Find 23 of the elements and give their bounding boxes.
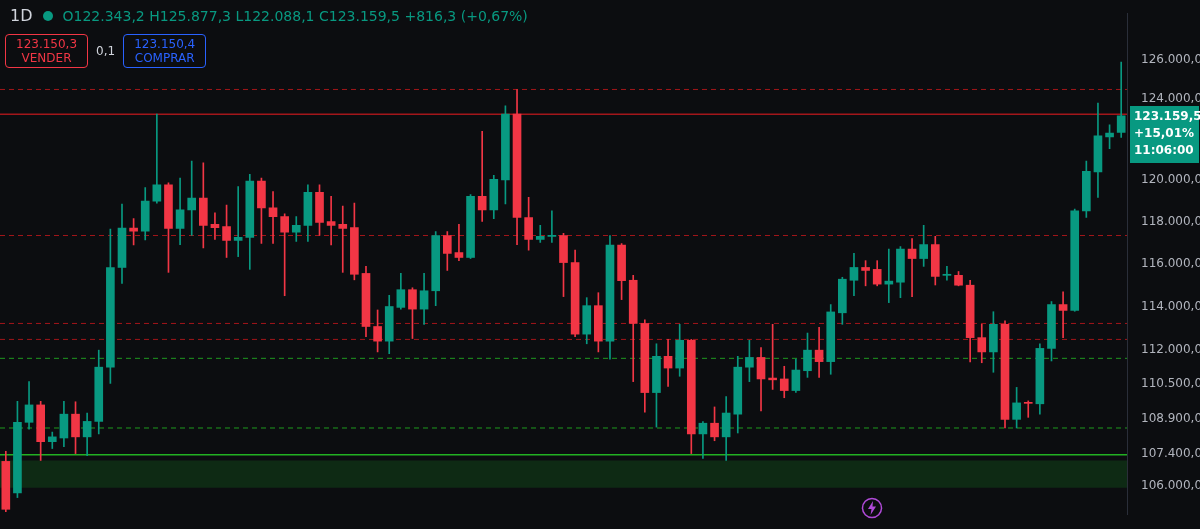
candlestick [233, 186, 243, 257]
candlestick [547, 210, 557, 243]
candlestick [535, 225, 545, 243]
annotation: O122.343,2 H125.877,3 L122.088,1 C123.159,5 +816,3 (+0,67%) [62, 7, 528, 24]
candlestick [942, 266, 952, 281]
candlestick [1023, 400, 1033, 418]
annotation: 123.150,3 VENDER [5, 34, 89, 68]
candlestick [338, 205, 348, 273]
candlestick [907, 238, 917, 297]
annotation: 123.150,4 COMPRAR [123, 34, 207, 68]
chart-title: 1D [10, 6, 33, 25]
candlestick [1116, 61, 1126, 138]
candlestick [210, 212, 220, 240]
candlestick [187, 160, 197, 236]
candlestick [1058, 291, 1068, 338]
candlestick [477, 131, 487, 222]
candlestick [291, 216, 301, 242]
candlestick [454, 224, 464, 261]
candlestick [152, 113, 162, 204]
candlestick [663, 339, 673, 387]
candlestick [814, 327, 824, 378]
annotation: 0,1 [96, 44, 116, 58]
candlestick [326, 195, 336, 246]
